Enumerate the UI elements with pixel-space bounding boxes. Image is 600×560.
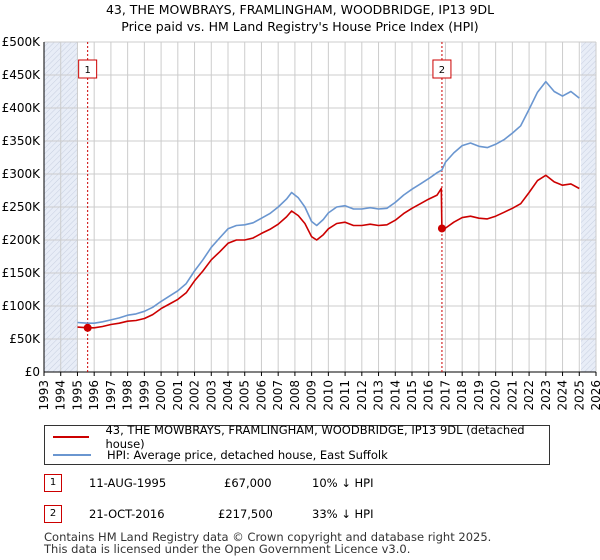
x-tick-label: 1996 [87, 380, 101, 411]
y-tick-label: £200K [2, 233, 42, 247]
legend-swatch-hpi [53, 454, 91, 456]
x-tick-label: 2023 [539, 380, 553, 411]
x-tick-label: 2016 [422, 380, 436, 411]
x-tick-label: 2013 [372, 380, 386, 411]
x-tick-label: 2012 [355, 380, 369, 411]
x-tick-label: 2015 [405, 380, 419, 411]
x-tick-label: 2008 [288, 380, 302, 411]
x-tick-label: 2026 [589, 380, 600, 411]
y-tick-label: £0 [25, 365, 40, 379]
sale-marker-box [432, 59, 452, 79]
legend-label-property: 43, THE MOWBRAYS, FRAMLINGHAM, WOODBRIDG… [105, 423, 525, 451]
legend-label-hpi: HPI: Average price, detached house, East… [107, 448, 388, 462]
transaction-hpi-diff: 10% ↓ HPI [312, 476, 374, 490]
x-tick-label: 1993 [37, 380, 51, 411]
sale-point [437, 224, 446, 233]
y-tick-label: £150K [2, 266, 42, 280]
x-tick-label: 2004 [221, 380, 235, 411]
sale-marker-label: 1 [84, 65, 90, 76]
x-tick-label: 2019 [472, 380, 486, 411]
transaction-marker: 1 [44, 474, 62, 492]
x-tick-label: 2011 [338, 380, 352, 411]
transaction-date: 21-OCT-2016 [89, 507, 165, 521]
x-tick-label: 2025 [572, 380, 586, 411]
x-tick-label: 2022 [522, 380, 536, 411]
x-tick-label: 2000 [154, 380, 168, 411]
x-tick-label: 2002 [188, 380, 202, 411]
x-tick-label: 2014 [388, 380, 402, 411]
transaction-price: £217,500 [218, 507, 273, 521]
x-tick-label: 2009 [305, 380, 319, 411]
legend-item-property: 43, THE MOWBRAYS, FRAMLINGHAM, WOODBRIDG… [53, 423, 549, 451]
x-tick-label: 2001 [171, 380, 185, 411]
x-tick-label: 1994 [54, 380, 68, 411]
legend: 43, THE MOWBRAYS, FRAMLINGHAM, WOODBRIDG… [44, 423, 550, 465]
chart-subtitle: Price paid vs. HM Land Registry's House … [121, 19, 479, 34]
y-tick-label: £350K [2, 134, 42, 148]
x-tick-label: 2010 [321, 380, 335, 411]
transaction-hpi-diff: 33% ↓ HPI [312, 507, 374, 521]
x-tick-label: 2017 [438, 380, 452, 411]
y-tick-label: £300K [2, 167, 42, 181]
x-tick-label: 1998 [121, 380, 135, 411]
series-line-property [77, 174, 580, 329]
legend-swatch-property [53, 436, 90, 438]
sale-marker-box [78, 59, 98, 79]
x-tick-label: 2024 [556, 380, 570, 411]
x-tick-label: 2006 [254, 380, 268, 411]
x-tick-label: 2018 [455, 380, 469, 411]
footer-licence: This data is licensed under the Open Gov… [44, 542, 411, 556]
transaction-price: £67,000 [224, 476, 272, 490]
y-tick-label: £50K [9, 332, 41, 346]
x-tick-label: 1997 [104, 380, 118, 411]
x-tick-label: 2021 [505, 380, 519, 411]
x-tick-label: 2005 [238, 380, 252, 411]
x-tick-label: 2020 [489, 380, 503, 411]
y-tick-label: £500K [2, 35, 42, 49]
y-tick-label: £100K [2, 299, 42, 313]
y-tick-label: £450K [2, 68, 42, 82]
footer-copyright: Contains HM Land Registry data © Crown c… [44, 530, 492, 544]
y-tick-label: £400K [2, 101, 42, 115]
chart-title: 43, THE MOWBRAYS, FRAMLINGHAM, WOODBRIDG… [105, 2, 495, 17]
series-line-hpi [77, 80, 580, 324]
transaction-marker: 2 [44, 505, 62, 523]
sale-point [83, 323, 92, 332]
x-tick-label: 1999 [137, 380, 151, 411]
y-tick-label: £250K [2, 200, 42, 214]
x-tick-label: 2007 [271, 380, 285, 411]
sale-marker-label: 2 [439, 65, 445, 76]
x-tick-label: 2003 [204, 380, 218, 411]
legend-item-hpi: HPI: Average price, detached house, East… [53, 447, 388, 463]
price-chart: £0 £50K £100K £150K £200K £250K £300K £350K £400… [2, 35, 600, 411]
transaction-date: 11-AUG-1995 [89, 476, 167, 490]
x-tick-label: 1995 [70, 380, 84, 411]
